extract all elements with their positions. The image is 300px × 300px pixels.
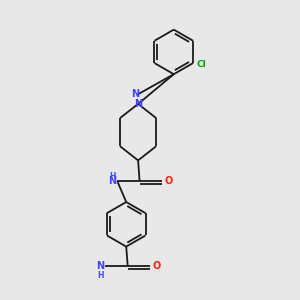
Text: O: O — [152, 261, 160, 271]
Text: N: N — [134, 99, 142, 109]
Text: N: N — [131, 89, 139, 99]
Text: N: N — [108, 176, 116, 186]
Text: O: O — [164, 176, 172, 186]
Text: H: H — [98, 271, 104, 280]
Text: H: H — [109, 172, 116, 181]
Text: N: N — [96, 261, 104, 271]
Text: Cl: Cl — [196, 60, 206, 69]
